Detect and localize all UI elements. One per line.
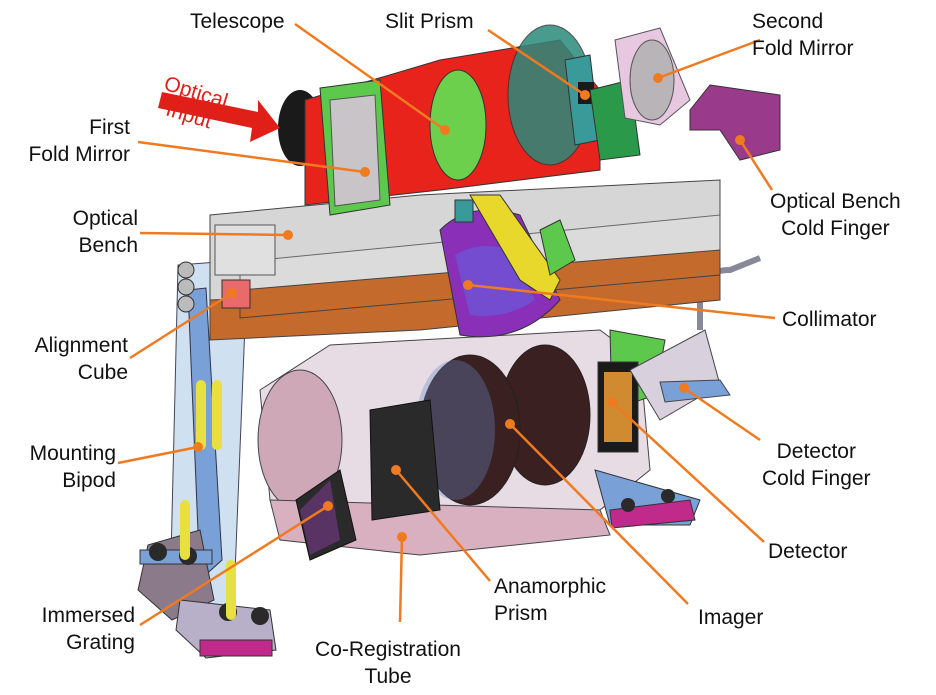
leader-lines <box>117 22 776 627</box>
label-collimator: Collimator <box>782 306 877 333</box>
callout-dots <box>193 73 745 542</box>
label-imager: Imager <box>698 604 763 631</box>
label-immersed-grating-line2: Grating <box>66 631 135 654</box>
label-alignment-cube-line1: Alignment <box>34 334 128 357</box>
label-optical-bench: Optical Bench <box>30 205 138 259</box>
label-detector-cold-finger: Detector Cold Finger <box>762 438 871 492</box>
collimator-shape <box>439 194 576 338</box>
label-detector-cold-finger-line2: Cold Finger <box>762 467 871 490</box>
label-immersed-grating: Immersed Grating <box>20 602 135 656</box>
label-co-registration-tube: Co-Registration Tube <box>302 636 474 690</box>
label-slit-prism: Slit Prism <box>385 8 474 35</box>
label-detector-line1: Detector <box>768 540 848 563</box>
label-first-fold-mirror: First Fold Mirror <box>20 114 130 168</box>
label-first-fold-mirror-line2: Fold Mirror <box>28 143 130 166</box>
label-optical-bench-cold-finger-line2: Cold Finger <box>781 217 890 240</box>
label-anamorphic-prism: Anamorphic Prism <box>494 573 606 627</box>
label-imager-line1: Imager <box>698 606 764 629</box>
label-second-fold-mirror-line2: Fold Mirror <box>752 37 854 60</box>
label-mounting-bipod-line2: Bipod <box>62 469 116 492</box>
label-optical-bench-cold-finger: Optical Bench Cold Finger <box>770 188 901 242</box>
label-mounting-bipod-line1: Mounting <box>29 442 116 465</box>
label-co-registration-tube-line1: Co-Registration <box>315 638 461 661</box>
label-alignment-cube-line2: Cube <box>77 361 128 384</box>
label-telescope: Telescope <box>190 8 285 35</box>
label-collimator-line1: Collimator <box>782 308 877 331</box>
label-slit-prism-line1: Slit Prism <box>385 10 474 33</box>
label-immersed-grating-line1: Immersed <box>41 604 135 627</box>
label-telescope-line1: Telescope <box>190 10 285 33</box>
label-second-fold-mirror-line1: Second <box>752 10 824 33</box>
label-mounting-bipod: Mounting Bipod <box>6 440 116 494</box>
optical-bench-cold-finger-shape <box>689 84 781 161</box>
label-optical-bench-line2: Bench <box>78 234 138 257</box>
label-optical-bench-cold-finger-line1: Optical Bench <box>770 190 901 213</box>
label-anamorphic-prism-line1: Anamorphic <box>494 575 607 598</box>
label-detector-cold-finger-line1: Detector <box>776 440 856 463</box>
label-second-fold-mirror: Second Fold Mirror <box>752 8 854 62</box>
spectrograph-housing-shape <box>257 255 762 561</box>
label-anamorphic-prism-line2: Prism <box>494 602 548 625</box>
label-optical-bench-line1: Optical <box>72 207 138 230</box>
optical-input-arrow <box>158 92 280 142</box>
label-co-registration-tube-line2: Tube <box>364 665 412 688</box>
second-fold-mirror-shape <box>614 27 691 126</box>
telescope-shape <box>278 24 641 216</box>
label-alignment-cube: Alignment Cube <box>10 332 128 386</box>
label-first-fold-mirror-line1: First <box>89 116 130 139</box>
label-detector: Detector <box>768 538 847 565</box>
mounting-bipod-shape <box>137 261 277 659</box>
